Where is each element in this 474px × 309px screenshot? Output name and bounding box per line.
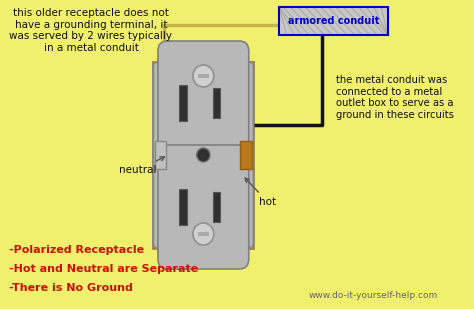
Text: this older receptacle does not
have a grounding terminal, it
was served by 2 wir: this older receptacle does not have a gr… <box>9 8 173 53</box>
Circle shape <box>197 148 210 162</box>
FancyBboxPatch shape <box>158 41 249 165</box>
Bar <box>213 192 220 222</box>
FancyBboxPatch shape <box>153 62 254 248</box>
Bar <box>240 141 252 169</box>
Bar <box>198 232 209 236</box>
Text: the metal conduit was
connected to a metal
outlet box to serve as a
ground in th: the metal conduit was connected to a met… <box>336 75 454 120</box>
Text: www.do-it-yourself-help.com: www.do-it-yourself-help.com <box>309 291 438 300</box>
Bar <box>161 147 246 163</box>
Bar <box>198 74 209 78</box>
Circle shape <box>193 65 214 87</box>
Text: -Polarized Receptacle: -Polarized Receptacle <box>9 245 145 255</box>
Bar <box>179 189 187 225</box>
Bar <box>155 141 166 169</box>
Circle shape <box>193 223 214 245</box>
Text: armored conduit: armored conduit <box>288 16 379 26</box>
Bar <box>213 88 220 118</box>
Text: hot: hot <box>245 178 276 207</box>
Text: -Hot and Neutral are Separate: -Hot and Neutral are Separate <box>9 264 199 274</box>
Bar <box>179 85 187 121</box>
FancyBboxPatch shape <box>158 145 249 269</box>
Bar <box>279 7 388 35</box>
Text: neutral: neutral <box>119 157 164 175</box>
Text: -There is No Ground: -There is No Ground <box>9 283 133 293</box>
FancyBboxPatch shape <box>153 62 254 248</box>
Bar <box>279 7 388 35</box>
